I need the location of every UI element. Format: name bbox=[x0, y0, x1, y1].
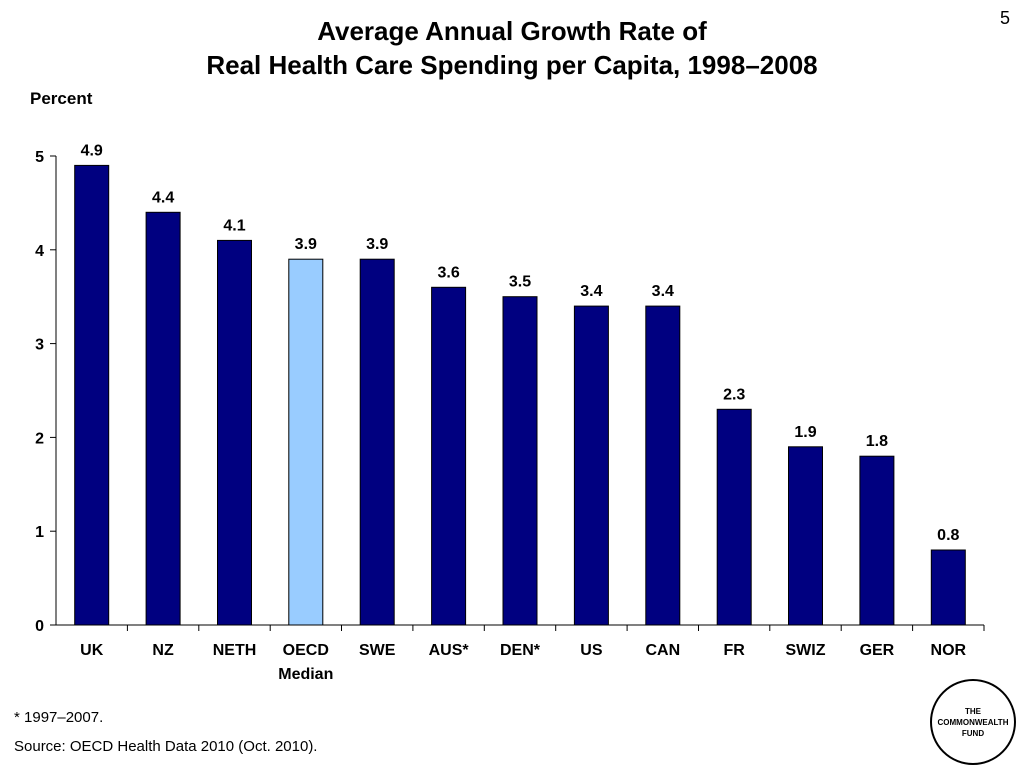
x-tick-label: OECD bbox=[283, 642, 329, 659]
logo-line-2: COMMONWEALTH bbox=[937, 717, 1009, 727]
bar-value-label: 0.8 bbox=[937, 527, 959, 544]
slide-number: 5 bbox=[999, 8, 1010, 28]
bar-swe bbox=[359, 258, 395, 626]
footnote: * 1997–2007. bbox=[14, 709, 104, 726]
x-tick-label: NOR bbox=[931, 642, 967, 659]
bar-value-label: 1.9 bbox=[794, 424, 816, 441]
bar-value-label: 3.5 bbox=[509, 274, 531, 291]
x-tick-label: DEN* bbox=[500, 642, 541, 659]
y-tick-label: 1 bbox=[35, 524, 44, 541]
x-tick-label: FR bbox=[724, 642, 746, 659]
x-tick-label: CAN bbox=[645, 642, 680, 659]
bar-value-label: 3.4 bbox=[580, 283, 602, 300]
x-tick-label: GER bbox=[860, 642, 895, 659]
chart-title: Average Annual Growth Rate of Real Healt… bbox=[0, 14, 1024, 82]
y-tick-label: 3 bbox=[35, 337, 44, 354]
bar-swiz bbox=[788, 446, 823, 626]
bar-value-label: 2.3 bbox=[723, 386, 745, 403]
bar-nz bbox=[145, 211, 181, 626]
x-tick-label: US bbox=[580, 642, 603, 659]
y-tick-label: 2 bbox=[35, 430, 44, 447]
x-tick-label: SWIZ bbox=[786, 642, 826, 659]
bar-fr bbox=[716, 408, 752, 626]
bar-value-label: 3.9 bbox=[366, 236, 388, 253]
source-note: Source: OECD Health Data 2010 (Oct. 2010… bbox=[14, 738, 318, 755]
y-axis-unit-label: Percent bbox=[30, 89, 93, 108]
bar-aus bbox=[431, 286, 467, 626]
y-tick-label: 4 bbox=[35, 243, 44, 260]
x-tick-label: NETH bbox=[213, 642, 257, 659]
y-tick-label: 0 bbox=[35, 618, 44, 635]
y-tick-label: 5 bbox=[35, 149, 44, 166]
bar-value-label: 3.6 bbox=[437, 264, 459, 281]
bar-value-label: 4.4 bbox=[152, 189, 174, 206]
axes-layer: UK NZ NETH OECD Median SWE AUS* DEN* US CAN FR SWIZ… bbox=[35, 149, 985, 683]
bar-can bbox=[645, 305, 681, 626]
bar-oecd-median bbox=[288, 258, 324, 626]
bar-value-label: 3.4 bbox=[652, 283, 674, 300]
x-tick-label: SWE bbox=[359, 642, 396, 659]
chart-title-line-2: Real Health Care Spending per Capita, 19… bbox=[206, 50, 818, 80]
bar-ger bbox=[859, 455, 895, 626]
x-tick-label: UK bbox=[80, 642, 104, 659]
x-tick-label: Median bbox=[278, 666, 333, 683]
x-tick-label: AUS* bbox=[429, 642, 470, 659]
bar-us bbox=[573, 305, 609, 626]
chart-title-line-1: Average Annual Growth Rate of bbox=[317, 16, 707, 46]
bar-value-label: 1.8 bbox=[866, 433, 888, 450]
bar-value-label: 4.1 bbox=[223, 217, 245, 234]
bars-layer: 4.9 4.4 4.1 3.9 3.9 3.6 3.5 3.4 3.4 2.3 1.9 1.8 0.8 bbox=[74, 142, 966, 626]
bar-chart: 4.94.44.13.9 3.93.63.53.4 3.42.31.91.80.8 … bbox=[35, 142, 985, 683]
bar-neth bbox=[217, 239, 252, 626]
bar-uk bbox=[74, 164, 110, 626]
commonwealth-fund-logo: THE COMMONWEALTH FUND bbox=[930, 679, 1016, 765]
bar-value-label: 4.9 bbox=[81, 142, 103, 159]
bar-value-label: 3.9 bbox=[295, 236, 317, 253]
logo-line-1: THE bbox=[965, 706, 981, 716]
logo-line-3: FUND bbox=[961, 728, 985, 738]
bar-nor bbox=[930, 549, 966, 626]
bar-den bbox=[502, 296, 538, 626]
x-tick-label: NZ bbox=[152, 642, 174, 659]
